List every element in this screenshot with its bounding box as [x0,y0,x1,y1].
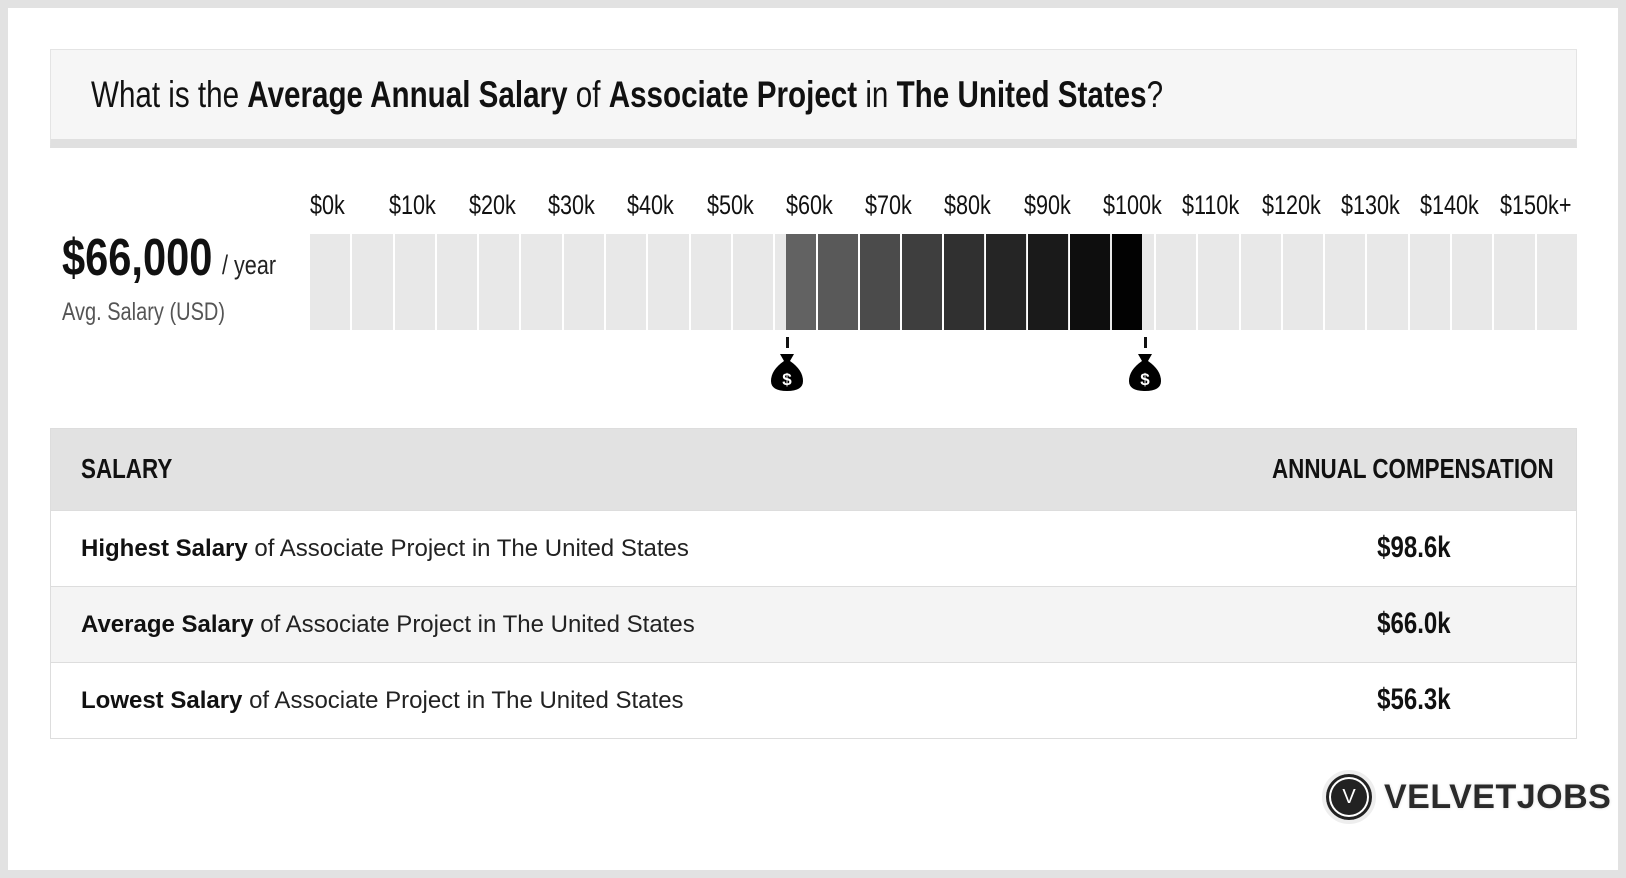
logo-mark: V [1322,770,1376,824]
title-box: What is the Average Annual Salary of Ass… [50,49,1577,148]
per-year-label: / year [222,250,277,280]
row-label: Average Salary of Associate Project in T… [81,611,695,638]
tick-label: $20k [468,190,516,220]
highlight-segment [860,234,900,330]
bar-segment [1409,234,1451,330]
money-bag-icon: $ [1129,354,1161,391]
high-marker: $ [1125,337,1165,397]
table-row: Lowest Salary of Associate Project in Th… [51,662,1576,738]
avg-salary-label: Avg. Salary (USD) [62,298,226,326]
tick-label: $80k [944,190,992,220]
row-value: $98.6k [1377,531,1451,564]
tick-label: $90k [1023,190,1071,220]
table-header: SALARY ANNUAL COMPENSATION [51,429,1576,510]
salary-table: SALARY ANNUAL COMPENSATION Highest Salar… [50,428,1577,739]
bar-segment [436,234,478,330]
bar-segment [310,234,351,330]
highlight-segment [986,234,1026,330]
velvetjobs-logo: V VELVETJOBS [1322,770,1611,824]
tick-label: $50k [706,190,754,220]
row-label: Lowest Salary of Associate Project in Th… [81,687,684,714]
tick-label: $70k [865,190,912,220]
bar-segment [648,234,689,330]
bar-segment [1536,234,1577,330]
highlight-segment [786,234,816,330]
highlight-segment [818,234,858,330]
tick-label: $150k+ [1499,190,1571,220]
bar-segment [606,234,647,330]
bar-segment [1282,234,1324,330]
marker-tick [785,337,789,348]
bar-segment [1240,234,1281,330]
bar-segment [1452,234,1493,330]
tick-label: $120k [1261,190,1321,220]
tick-label: $110k [1182,190,1240,220]
row-value: $56.3k [1377,683,1451,716]
highlight-segment [902,234,942,330]
highlight-segment [1112,234,1142,330]
tick-labels: $0k $10k $20k $30k $40k $50k $60k $70k $80k $90k $… [0,190,1626,220]
bar-segment [1367,234,1408,330]
page-title: What is the Average Annual Salary of Ass… [91,74,1164,115]
logo-text: VELVETJOBS [1384,777,1612,816]
tick-label: $60k [785,190,833,220]
bar-segment [352,234,393,330]
tick-label: $140k [1420,190,1480,220]
svg-text:$: $ [782,370,792,389]
bar-segment [1155,234,1197,330]
bar-segment [1325,234,1366,330]
row-label: Highest Salary of Associate Project in T… [81,535,689,562]
money-bag-icon: $ [771,354,803,391]
tick-label: $10k [389,190,437,220]
table-row: Average Salary of Associate Project in T… [51,586,1576,662]
row-value: $66.0k [1377,607,1451,640]
bar-segment [563,234,605,330]
highlight-segment [1028,234,1068,330]
bar-segment [521,234,562,330]
tick-label: $100k [1103,190,1162,220]
salary-range-highlight [786,234,1144,330]
svg-text:$: $ [1140,370,1150,389]
bar-segment [1198,234,1239,330]
bar-segment [394,234,435,330]
marker-tick [1143,337,1147,348]
bar-segment [1494,234,1535,330]
tick-label: $0k [310,190,345,220]
table-row: Highest Salary of Associate Project in T… [51,510,1576,586]
header-salary: SALARY [81,453,173,484]
highlight-segment [944,234,984,330]
header-annual-compensation: ANNUAL COMPENSATION [1272,453,1554,484]
tick-label: $30k [547,190,595,220]
average-salary: $66,000 [62,229,213,287]
bar-segment [732,234,774,330]
bar-segment [690,234,731,330]
bar-segment [479,234,520,330]
tick-label: $130k [1340,190,1400,220]
low-marker: $ [767,337,807,397]
tick-label: $40k [627,190,675,220]
highlight-segment [1070,234,1110,330]
